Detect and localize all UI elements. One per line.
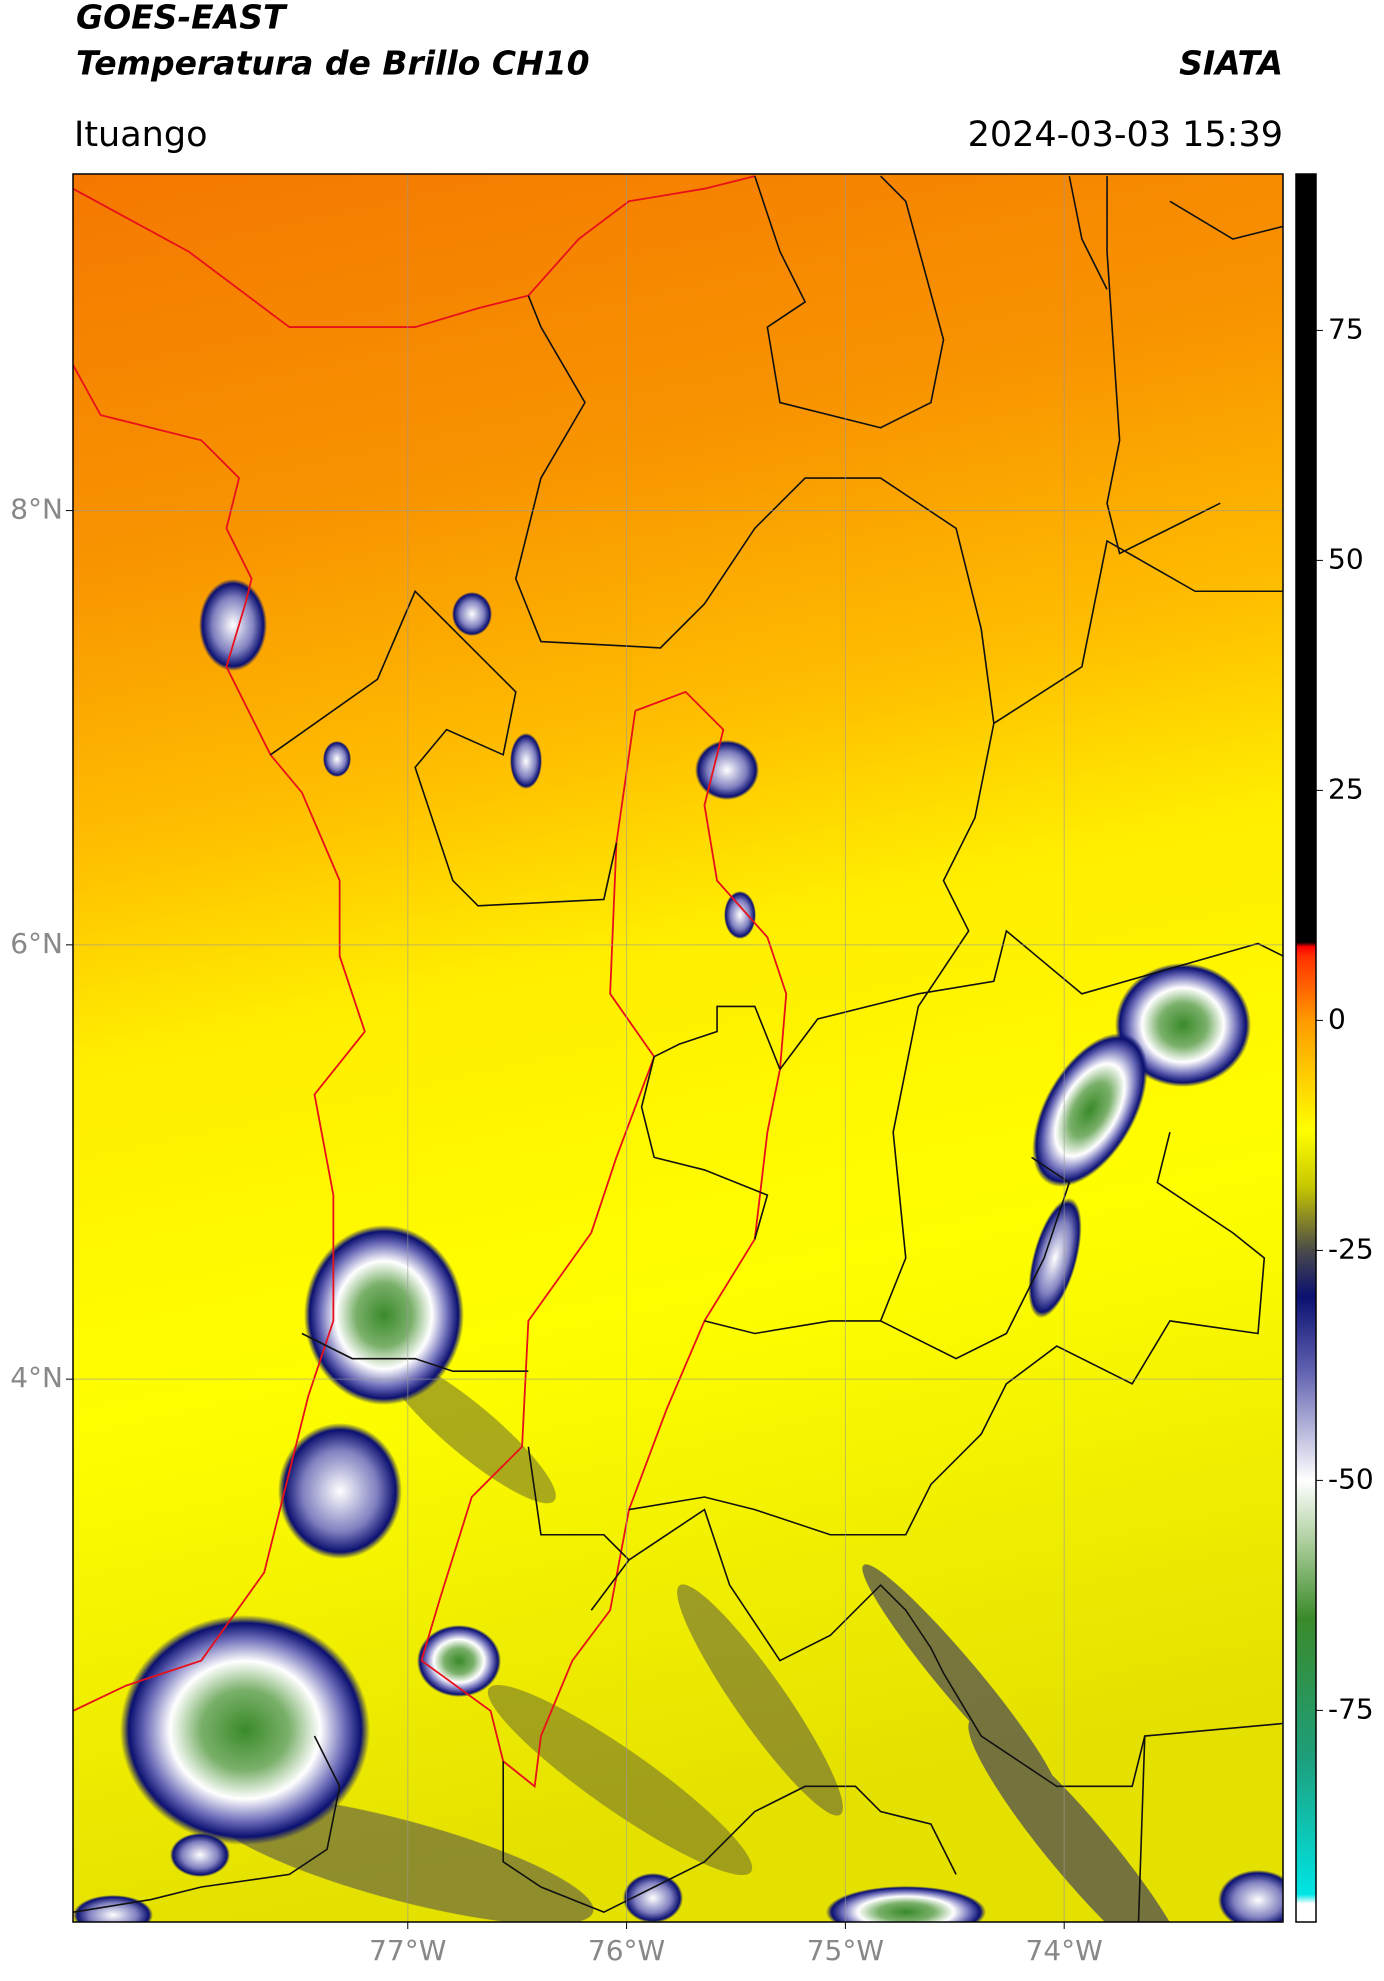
x-tick-label: 76°W [588, 1934, 665, 1967]
colorbar-tick-label: 0 [1328, 1002, 1346, 1035]
colorbar-tick-label: -50 [1328, 1462, 1374, 1495]
cloud-cells [73, 579, 1283, 1922]
x-tick-label: 77°W [369, 1934, 446, 1967]
y-tick-label: 4°N [10, 1361, 63, 1394]
colorbar [1295, 173, 1317, 1923]
location: Ituango [74, 115, 208, 155]
x-tick-label: 74°W [1026, 1934, 1103, 1967]
grid [73, 174, 1283, 1922]
boundaries [73, 176, 1283, 1922]
map-image [73, 174, 1283, 1922]
title: GOES-EAST [76, 0, 288, 37]
source: SIATA [1179, 44, 1283, 83]
colorbar-tick-label: 50 [1328, 542, 1364, 575]
datetime: 2024-03-03 15:39 [968, 115, 1283, 155]
y-tick-label: 8°N [10, 493, 63, 526]
x-tick-label: 75°W [807, 1934, 884, 1967]
map-frame [72, 173, 1284, 1923]
colorbar-tick-label: 75 [1328, 312, 1364, 345]
colorbar-tick-label: -75 [1328, 1692, 1374, 1725]
colorbar-tick-label: -25 [1328, 1232, 1374, 1265]
subtitle: Temperatura de Brillo CH10 [76, 44, 590, 83]
colorbar-tick-label: 25 [1328, 772, 1364, 805]
y-tick-label: 6°N [10, 927, 63, 960]
